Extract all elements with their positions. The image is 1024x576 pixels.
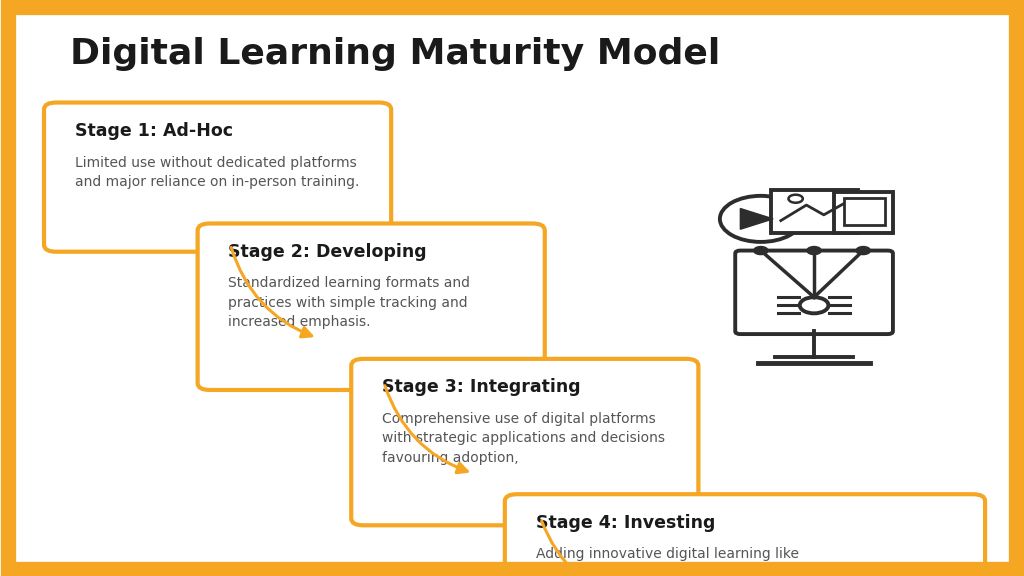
FancyBboxPatch shape bbox=[844, 198, 885, 225]
Text: Digital Learning Maturity Model: Digital Learning Maturity Model bbox=[70, 37, 720, 71]
Text: Standardized learning formats and
practices with simple tracking and
increased e: Standardized learning formats and practi… bbox=[228, 276, 470, 329]
FancyBboxPatch shape bbox=[834, 192, 893, 233]
Text: Limited use without dedicated platforms
and major reliance on in-person training: Limited use without dedicated platforms … bbox=[75, 156, 359, 189]
Text: Stage 4: Investing: Stage 4: Investing bbox=[536, 514, 715, 532]
Text: Adding innovative digital learning like
personalization into flows and
collabora: Adding innovative digital learning like … bbox=[536, 547, 799, 576]
FancyBboxPatch shape bbox=[351, 359, 698, 525]
Text: Stage 1: Ad-Hoc: Stage 1: Ad-Hoc bbox=[75, 122, 232, 140]
Text: www.risely.me: www.risely.me bbox=[900, 547, 985, 560]
Text: Stage 3: Integrating: Stage 3: Integrating bbox=[382, 378, 581, 396]
Polygon shape bbox=[740, 209, 773, 229]
FancyBboxPatch shape bbox=[44, 103, 391, 252]
FancyBboxPatch shape bbox=[505, 494, 985, 576]
FancyBboxPatch shape bbox=[735, 251, 893, 334]
FancyBboxPatch shape bbox=[198, 223, 545, 390]
FancyBboxPatch shape bbox=[771, 190, 858, 233]
Text: Stage 2: Developing: Stage 2: Developing bbox=[228, 243, 427, 261]
Circle shape bbox=[754, 247, 768, 255]
Circle shape bbox=[807, 247, 821, 255]
Text: Comprehensive use of digital platforms
with strategic applications and decisions: Comprehensive use of digital platforms w… bbox=[382, 412, 665, 465]
Circle shape bbox=[856, 247, 870, 255]
